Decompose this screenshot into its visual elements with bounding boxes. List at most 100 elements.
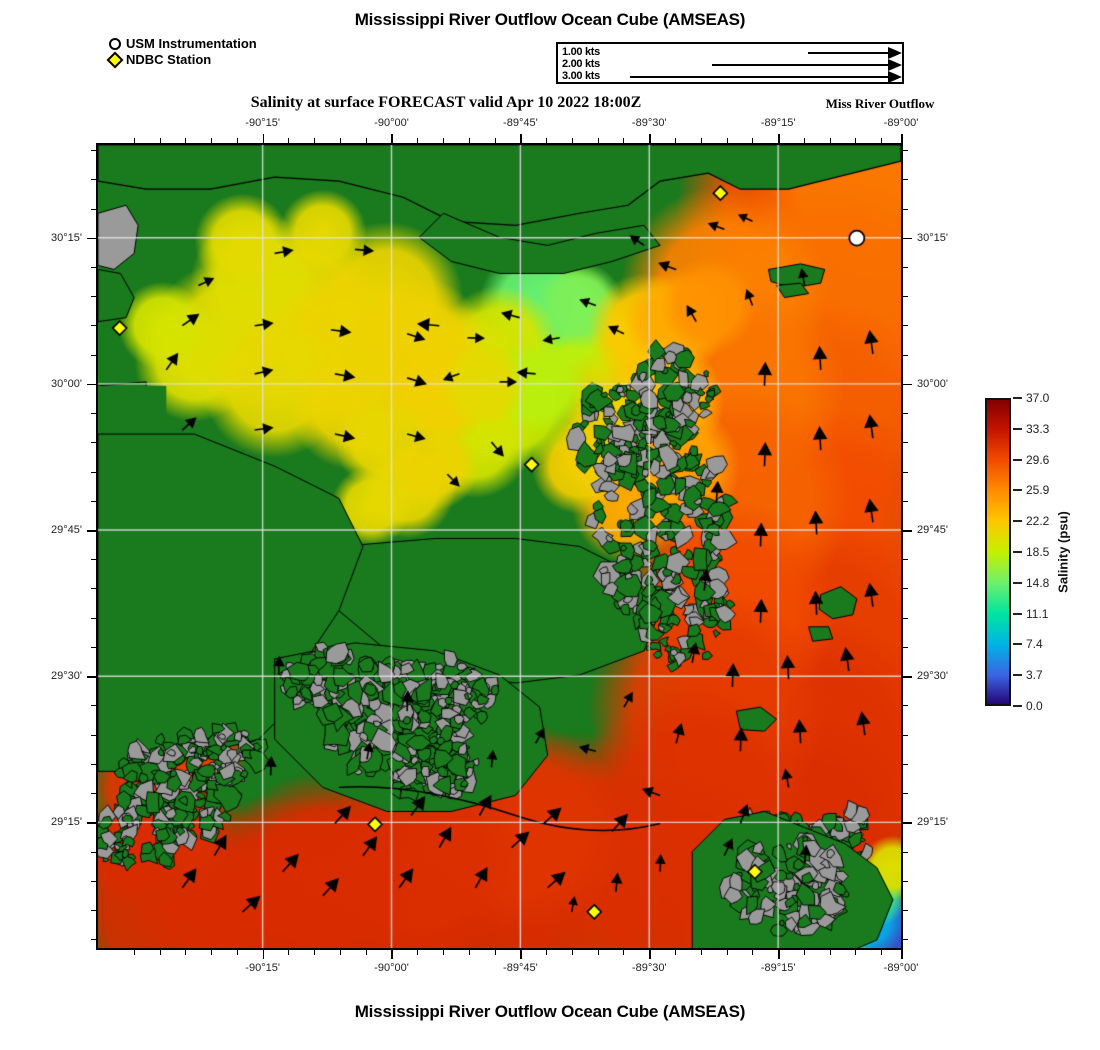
diamond-marker-icon: [106, 51, 124, 69]
colorbar-tick-label: 33.3: [1026, 421, 1050, 436]
x-minor-tick: [726, 950, 728, 955]
colorbar-tick: [1013, 397, 1022, 399]
y-axis-label-right: 30°00': [917, 377, 948, 390]
x-minor-tick: [546, 950, 548, 955]
x-axis-label-bottom: -90°00': [374, 962, 409, 974]
y-major-tick: [903, 676, 912, 678]
x-axis-label-bottom: -89°15': [760, 962, 796, 974]
x-axis-label-bottom: -89°30': [631, 962, 667, 974]
y-axis-label-left: 29°30': [51, 670, 82, 683]
y-minor-tick: [903, 880, 908, 882]
x-minor-tick: [855, 950, 857, 955]
x-minor-tick: [778, 950, 780, 955]
x-minor-tick: [752, 950, 754, 955]
y-minor-tick: [903, 676, 908, 678]
y-minor-tick: [903, 851, 908, 853]
x-minor-tick: [417, 950, 419, 955]
velocity-scale-row-1: 1.00 kts: [558, 46, 902, 59]
colorbar-title: Salinity (psu): [1055, 511, 1071, 593]
colorbar-tick-label: 22.2: [1026, 514, 1050, 529]
x-minor-tick: [236, 950, 238, 955]
map-plot-area[interactable]: [96, 143, 903, 950]
y-minor-tick: [903, 500, 908, 502]
x-minor-tick: [288, 950, 290, 955]
x-minor-tick: [468, 950, 470, 955]
x-major-tick: [778, 950, 780, 959]
x-axis-label-top: -89°00': [883, 117, 919, 129]
y-minor-tick: [903, 588, 908, 590]
y-minor-tick: [903, 325, 908, 327]
x-minor-tick: [262, 950, 264, 955]
colorbar-tick: [1013, 612, 1022, 615]
colorbar-tick: [1013, 427, 1022, 430]
y-minor-tick: [903, 237, 908, 239]
y-major-tick: [903, 237, 912, 240]
x-minor-tick: [159, 950, 161, 955]
y-axis-label-left: 30°00': [51, 377, 82, 390]
velocity-arrowhead-1: [888, 47, 902, 59]
y-minor-tick: [903, 296, 908, 298]
colorbar-tick: [1013, 489, 1022, 492]
velocity-scale-label-1: 1.00 kts: [562, 46, 600, 58]
velocity-scale-label-2: 2.00 kts: [562, 58, 600, 70]
x-axis-label-top: -89°30': [631, 117, 667, 129]
colorbar-tick-label: 29.6: [1026, 452, 1050, 467]
y-minor-tick: [903, 442, 908, 444]
page-title: Mississippi River Outflow Ocean Cube (AM…: [354, 10, 746, 29]
y-major-tick: [903, 822, 912, 824]
x-axis-label-top: -89°15': [760, 117, 796, 129]
plot-subtitle-right: Miss River Outflow: [825, 96, 935, 111]
y-minor-tick: [903, 383, 908, 385]
x-major-tick: [649, 134, 651, 143]
colorbar-tick: [1013, 705, 1022, 707]
colorbar-tick-label: 18.5: [1026, 545, 1050, 559]
y-minor-tick: [903, 822, 908, 824]
x-minor-tick: [365, 950, 367, 955]
x-minor-tick: [494, 950, 496, 955]
x-minor-tick: [314, 950, 316, 955]
y-major-tick: [903, 383, 912, 386]
colorbar-tick: [1013, 674, 1022, 677]
y-minor-tick: [903, 793, 908, 795]
y-minor-tick: [903, 179, 908, 181]
y-minor-tick: [903, 939, 908, 941]
velocity-arrowhead-2: [888, 59, 902, 71]
x-major-tick: [520, 134, 522, 143]
plot-subtitle: Salinity at surface FORECAST valid Apr 1…: [250, 94, 642, 111]
x-major-tick: [262, 134, 265, 143]
x-minor-tick: [675, 950, 677, 955]
y-minor-tick: [903, 266, 908, 268]
colorbar-tick-label: 37.0: [1026, 391, 1050, 405]
y-minor-tick: [903, 413, 908, 415]
velocity-scale-row-3: 3.00 kts: [558, 70, 902, 83]
y-minor-tick: [903, 646, 908, 648]
x-axis-label-bottom: -89°45': [503, 962, 538, 974]
y-minor-tick: [903, 354, 908, 356]
colorbar-frame: [985, 398, 1011, 706]
y-axis-label-right: 30°15': [917, 231, 948, 244]
velocity-scale-label-3: 3.00 kts: [562, 70, 600, 82]
y-axis-label-left: 29°45': [51, 524, 82, 537]
y-minor-tick: [903, 734, 908, 736]
x-major-tick: [520, 950, 522, 959]
y-minor-tick: [903, 208, 908, 210]
legend-item-usm: USM Instrumentation: [108, 36, 257, 52]
colorbar-tick-label: 11.1: [1026, 606, 1049, 621]
x-minor-tick: [443, 950, 445, 955]
x-major-tick: [778, 134, 780, 143]
y-minor-tick: [903, 910, 908, 912]
x-minor-tick: [881, 950, 883, 955]
y-axis-label-right: 29°45': [917, 524, 948, 537]
x-minor-tick: [339, 950, 341, 955]
x-major-tick: [391, 134, 393, 143]
colorbar-tick: [1013, 520, 1022, 523]
y-major-tick: [87, 676, 96, 678]
colorbar-tick-label: 7.4: [1026, 637, 1043, 652]
salinity-map-canvas[interactable]: [98, 145, 901, 948]
x-minor-tick: [623, 950, 625, 955]
x-axis-label-top: -89°45': [503, 117, 538, 129]
y-minor-tick: [903, 705, 908, 707]
x-major-tick: [262, 950, 265, 959]
x-major-tick: [901, 134, 903, 143]
velocity-scale-line-2: [712, 64, 888, 66]
